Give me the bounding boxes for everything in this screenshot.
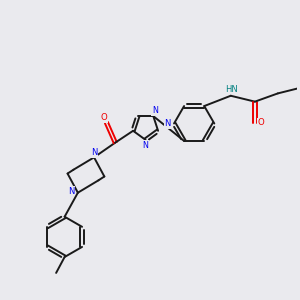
Text: O: O	[258, 118, 265, 127]
Text: N: N	[152, 106, 158, 115]
Text: N: N	[164, 119, 171, 128]
Text: HN: HN	[225, 85, 238, 94]
Text: O: O	[101, 113, 107, 122]
Text: N: N	[91, 148, 97, 157]
Text: N: N	[68, 187, 75, 196]
Text: N: N	[142, 141, 148, 150]
